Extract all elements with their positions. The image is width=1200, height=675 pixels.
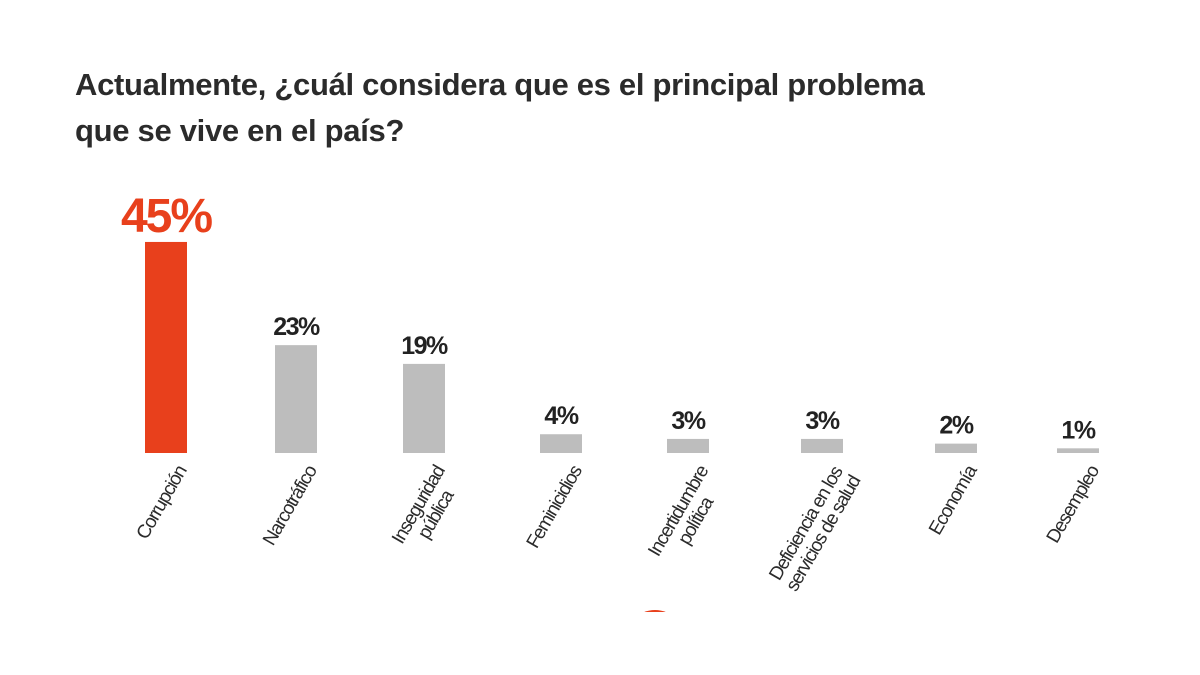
value-label: 45% (121, 190, 212, 243)
value-label: 23% (273, 313, 320, 341)
value-label: 3% (671, 407, 705, 435)
bar (1057, 448, 1099, 453)
value-label: 3% (805, 407, 839, 435)
value-label: 19% (401, 332, 448, 360)
bar (667, 438, 709, 453)
bar (540, 434, 582, 453)
decoration-mask (0, 612, 1200, 675)
value-label: 2% (939, 412, 973, 440)
bar (935, 443, 977, 453)
value-label: 4% (544, 402, 578, 430)
bar (275, 345, 317, 453)
bar (801, 438, 843, 453)
chart-title: Actualmente, ¿cuál considera que es el p… (75, 67, 925, 148)
bar (145, 241, 187, 453)
bar (403, 363, 445, 453)
value-label: 1% (1061, 416, 1095, 444)
